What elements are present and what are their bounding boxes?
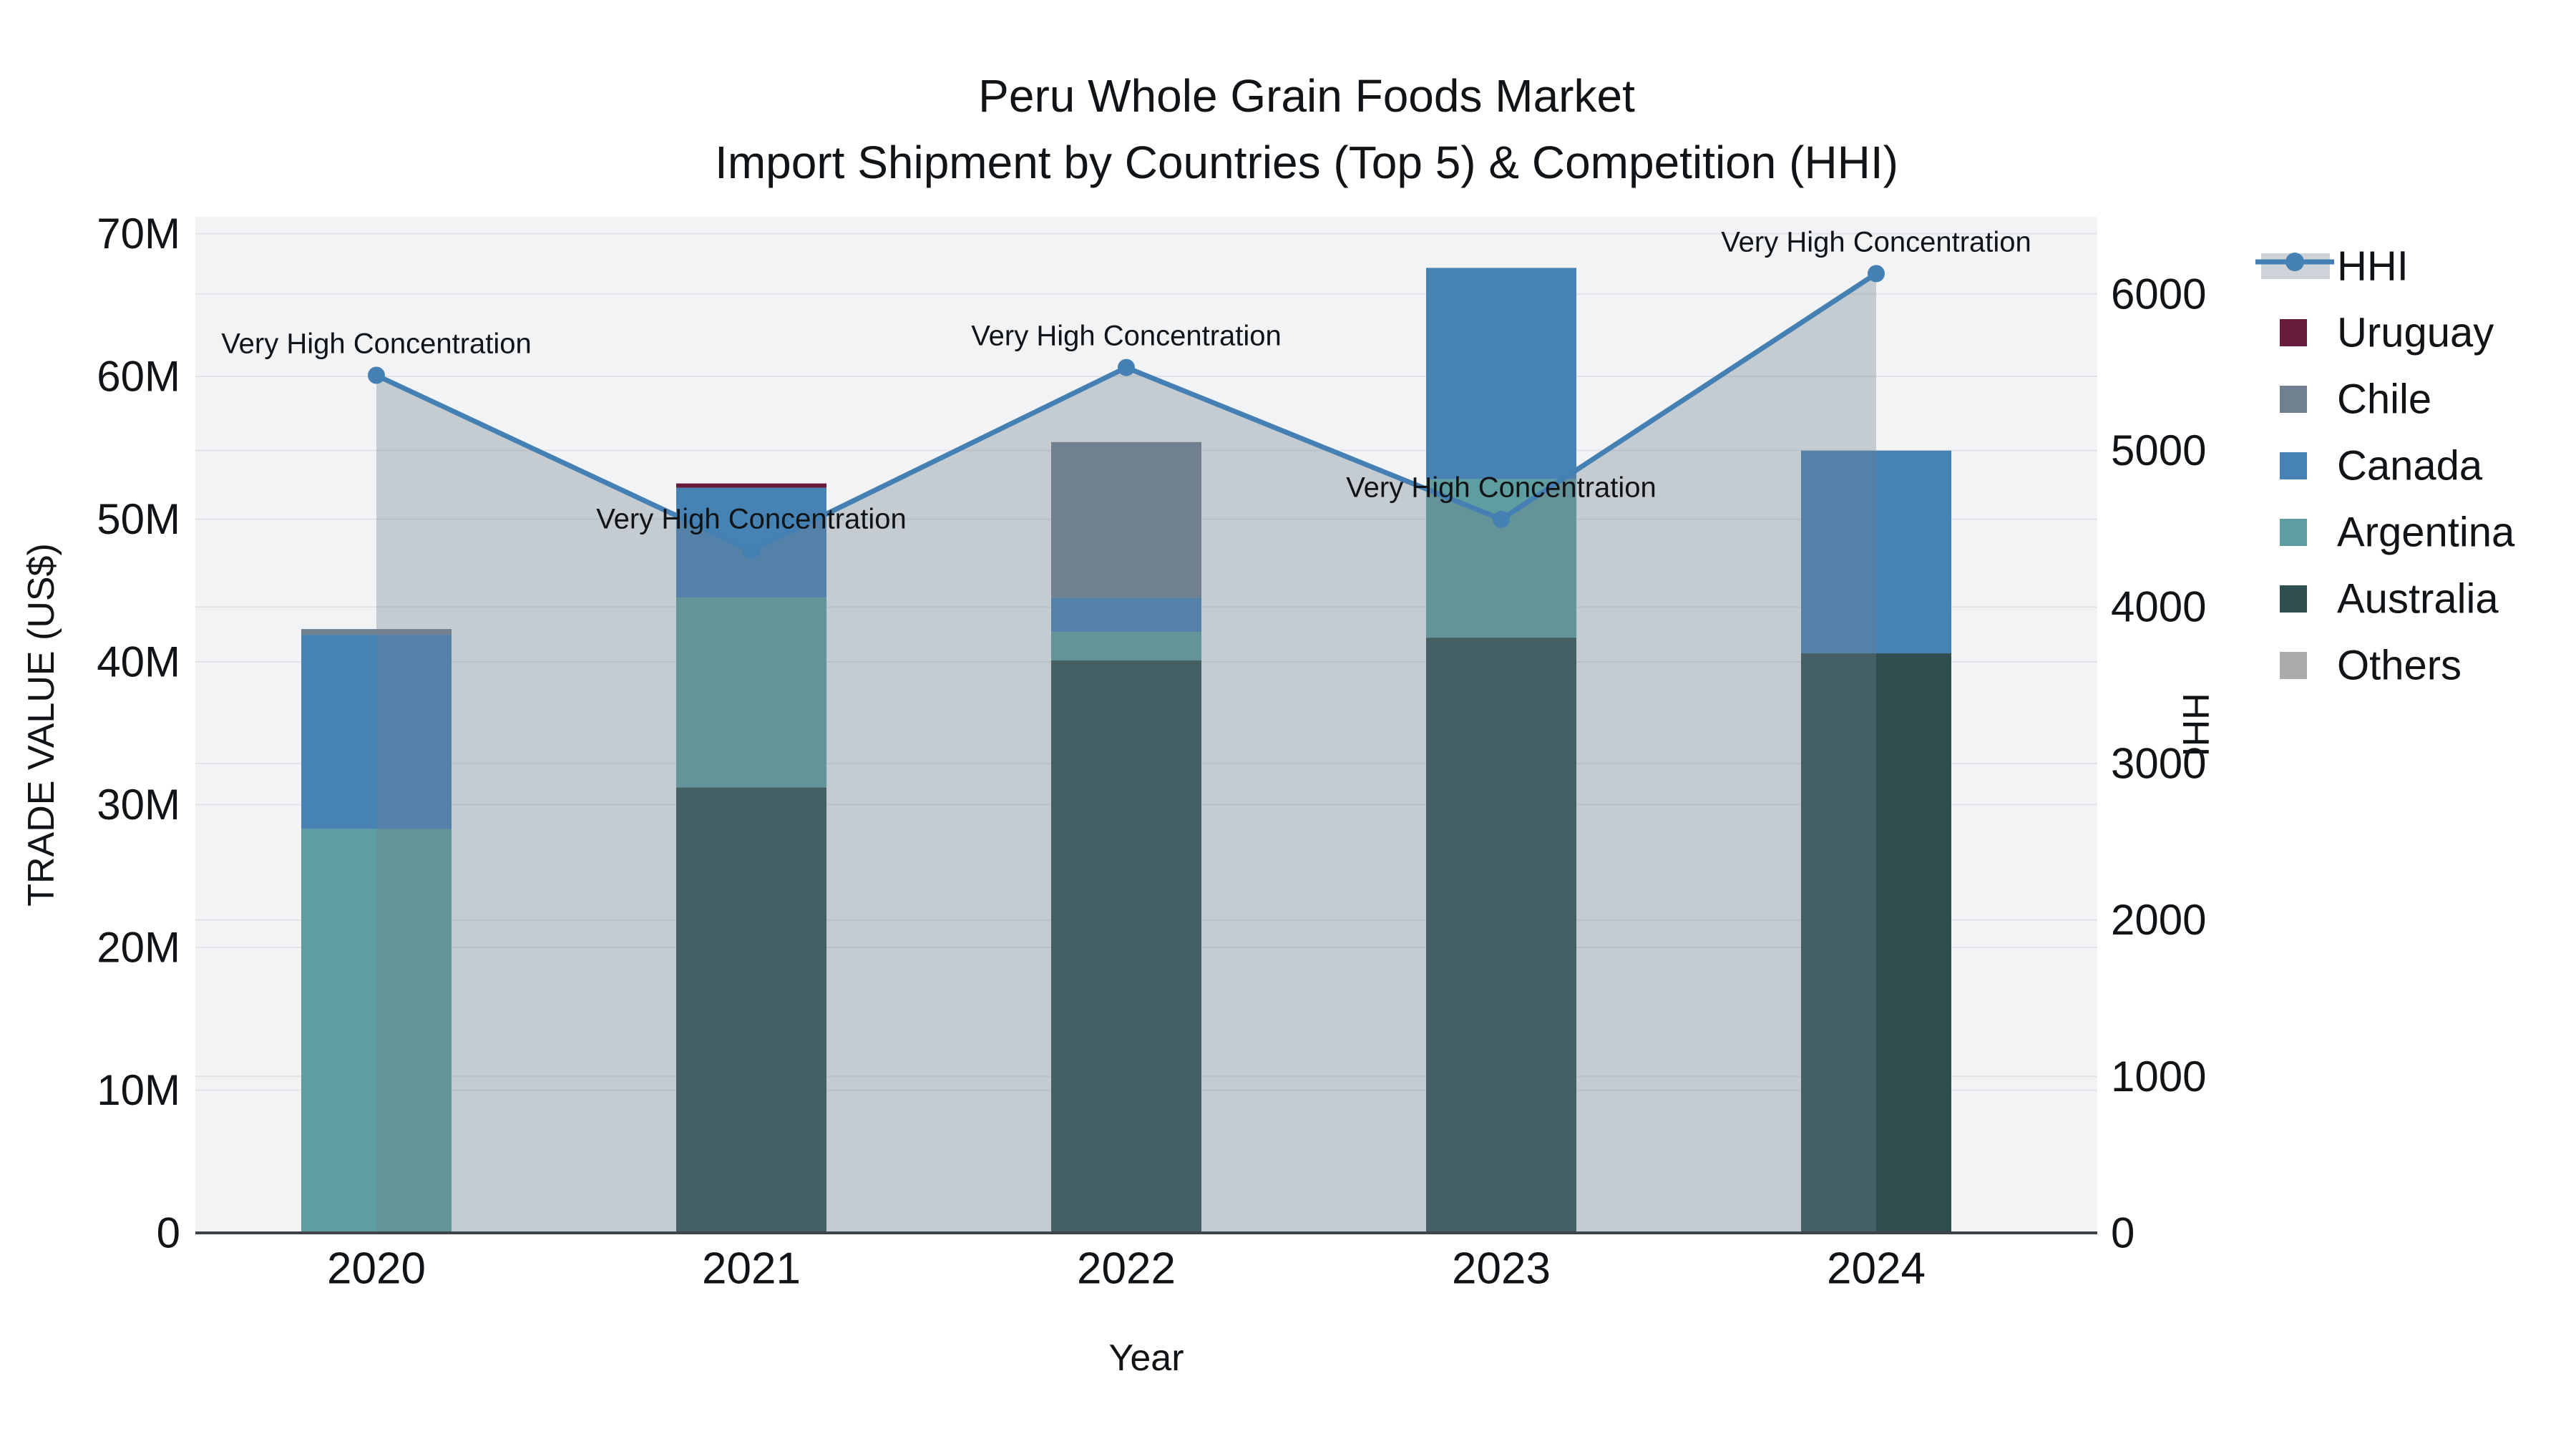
bar-segment-argentina-2020: [301, 829, 452, 1233]
y-left-tick-50M: 50M: [97, 495, 180, 543]
legend-swatch-canada: [2280, 452, 2307, 479]
y-right-tick-1000: 1000: [2111, 1053, 2206, 1101]
y-right-tick-3000: 3000: [2111, 739, 2206, 787]
legend-label-canada: Canada: [2337, 443, 2483, 489]
bar-segment-uruguay-2021: [676, 483, 826, 488]
y-left-tick-70M: 70M: [97, 210, 180, 258]
legend-swatch-uruguay: [2280, 319, 2307, 346]
y-left-tick-60M: 60M: [97, 353, 180, 401]
hhi-marker-2021: [743, 542, 760, 560]
legend-swatch-chile: [2280, 386, 2307, 413]
bar-segment-australia-2023: [1426, 638, 1576, 1233]
y-right-axis-title: HHI: [2175, 693, 2216, 757]
legend-swatch-australia: [2280, 585, 2307, 613]
legend-item-chile[interactable]: Chile: [2280, 376, 2431, 423]
bar-segment-chile-2020: [301, 629, 452, 635]
y-left-tick-30M: 30M: [97, 781, 180, 829]
legend-label-australia: Australia: [2337, 576, 2499, 623]
legend-label-hhi: HHI: [2337, 243, 2409, 290]
y-right-tick-5000: 5000: [2111, 426, 2206, 474]
bar-segment-canada-2020: [301, 635, 452, 829]
legend-item-australia[interactable]: Australia: [2280, 576, 2499, 623]
bar-segment-chile-2022: [1051, 441, 1201, 598]
x-tick-2024: 2024: [1827, 1244, 1926, 1294]
y-right-tick-2000: 2000: [2111, 896, 2206, 944]
legend-label-chile: Chile: [2337, 376, 2431, 423]
annotation-2022: Very High Concentration: [971, 321, 1282, 352]
bar-segment-argentina-2021: [676, 597, 826, 788]
x-tick-2023: 2023: [1452, 1244, 1551, 1294]
legend-label-argentina: Argentina: [2337, 509, 2515, 556]
bar-segment-canada-2023: [1426, 268, 1576, 479]
legend-item-others[interactable]: Others: [2280, 643, 2462, 689]
x-axis-title: Year: [1108, 1337, 1184, 1379]
legend-item-argentina[interactable]: Argentina: [2280, 509, 2515, 556]
bar-segment-canada-2024: [1801, 450, 1951, 654]
legend-item-uruguay[interactable]: Uruguay: [2280, 310, 2494, 356]
annotation-2021: Very High Concentration: [596, 503, 907, 535]
y-left-tick-20M: 20M: [97, 924, 180, 972]
y-left-tick-0: 0: [157, 1209, 180, 1257]
x-tick-2021: 2021: [702, 1244, 801, 1294]
y-left-axis-title: TRADE VALUE (US$): [21, 543, 62, 907]
x-tick-2020: 2020: [327, 1244, 426, 1294]
y-left-tick-40M: 40M: [97, 638, 180, 686]
legend-hhi-marker-sample: [2285, 253, 2304, 271]
y-left-tick-10M: 10M: [97, 1066, 180, 1114]
legend-item-canada[interactable]: Canada: [2280, 443, 2483, 489]
legend-item-hhi[interactable]: HHI: [2255, 243, 2409, 290]
bar-segment-argentina-2022: [1051, 632, 1201, 661]
bar-segment-argentina-2023: [1426, 479, 1576, 638]
bar-segment-australia-2024: [1801, 653, 1951, 1233]
legend: HHI Uruguay Chile Canada Argentina Australia O…: [2255, 243, 2515, 689]
annotation-2023: Very High Concentration: [1346, 472, 1657, 504]
annotation-2024: Very High Concentration: [1721, 226, 2031, 258]
legend-label-others: Others: [2337, 643, 2462, 689]
legend-swatch-others: [2280, 652, 2307, 679]
bar-segment-australia-2022: [1051, 660, 1201, 1233]
hhi-area-fill: [376, 273, 1876, 1233]
chart-title: Peru Whole Grain Foods Market: [978, 70, 1635, 122]
legend-label-uruguay: Uruguay: [2337, 310, 2494, 356]
y-right-tick-4000: 4000: [2111, 583, 2206, 631]
hhi-marker-2023: [1493, 510, 1510, 528]
chart-subtitle: Import Shipment by Countries (Top 5) & C…: [715, 137, 1898, 188]
hhi-marker-2020: [368, 366, 385, 384]
hhi-marker-2024: [1868, 265, 1885, 283]
y-right-tick-0: 0: [2111, 1209, 2135, 1257]
y-right-tick-6000: 6000: [2111, 270, 2206, 318]
annotation-2020: Very High Concentration: [221, 328, 532, 360]
bar-segment-canada-2022: [1051, 597, 1201, 633]
legend-swatch-argentina: [2280, 519, 2307, 546]
hhi-marker-2022: [1118, 358, 1135, 376]
x-tick-2022: 2022: [1077, 1244, 1176, 1294]
bar-segment-australia-2021: [676, 787, 826, 1233]
